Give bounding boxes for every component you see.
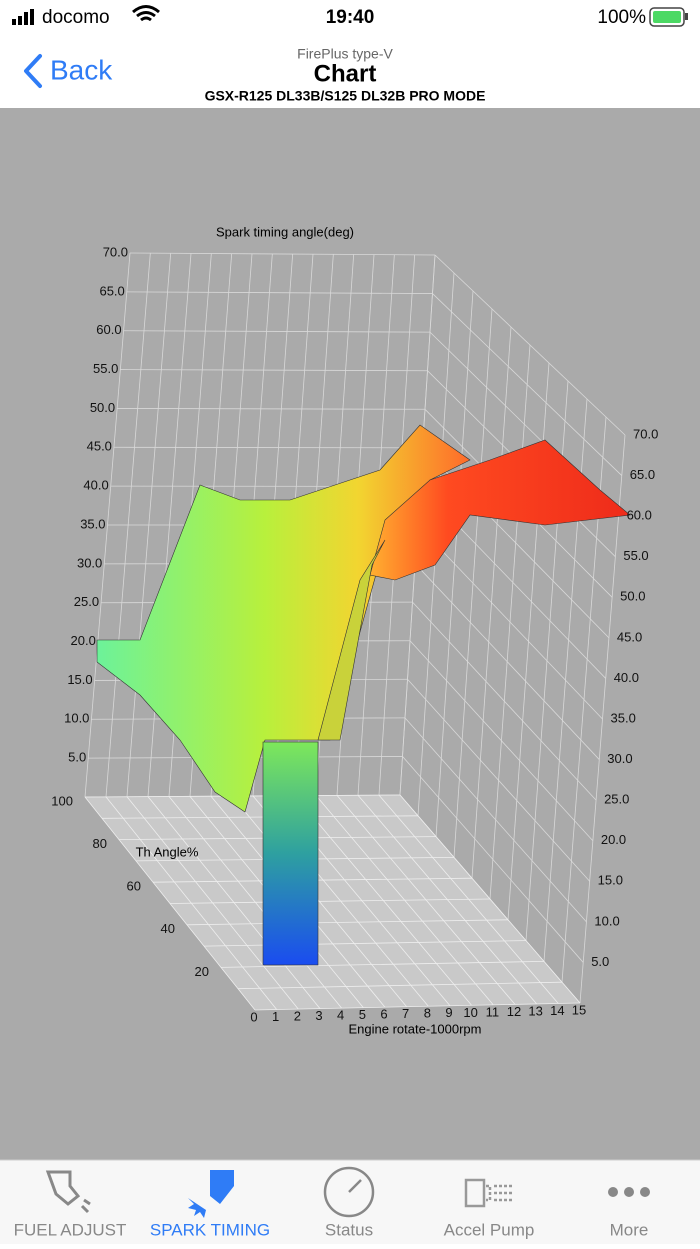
th-tick-label: 80 bbox=[93, 836, 107, 851]
rpm-tick-label: 2 bbox=[294, 1009, 301, 1024]
tab-label[interactable]: SPARK TIMING bbox=[150, 1220, 270, 1239]
z-tick-label: 30.0 bbox=[607, 751, 632, 766]
rpm-tick-label: 7 bbox=[402, 1006, 409, 1021]
z-tick-label: 50.0 bbox=[620, 589, 645, 604]
battery-level: 100% bbox=[597, 7, 646, 28]
rpm-tick-label: 4 bbox=[337, 1008, 344, 1023]
tab-label[interactable]: Status bbox=[325, 1220, 373, 1239]
rpm-tick-label: 6 bbox=[380, 1007, 387, 1022]
th-tick-label: 20 bbox=[195, 964, 209, 979]
z-tick-label: 55.0 bbox=[93, 361, 118, 376]
rpm-tick-label: 13 bbox=[528, 1003, 542, 1018]
z-tick-label: 55.0 bbox=[623, 548, 648, 563]
rpm-axis-label: Engine rotate-1000rpm bbox=[349, 1021, 482, 1036]
rpm-tick-label: 0 bbox=[250, 1009, 257, 1024]
rpm-tick-label: 15 bbox=[572, 1002, 586, 1017]
z-tick-label: 30.0 bbox=[77, 555, 102, 570]
clock: 19:40 bbox=[326, 7, 375, 28]
carrier: docomo bbox=[42, 7, 110, 28]
rpm-tick-label: 3 bbox=[315, 1008, 322, 1023]
rpm-tick-label: 14 bbox=[550, 1003, 564, 1018]
rpm-tick-label: 8 bbox=[424, 1006, 431, 1021]
th-tick-label: 60 bbox=[127, 879, 141, 894]
back-button[interactable]: Back bbox=[50, 54, 113, 85]
z-tick-label: 70.0 bbox=[633, 426, 658, 441]
z-tick-label: 70.0 bbox=[103, 244, 128, 259]
z-tick-label: 5.0 bbox=[68, 750, 86, 765]
z-tick-label: 60.0 bbox=[96, 322, 121, 337]
z-tick-label: 40.0 bbox=[614, 670, 639, 685]
more-icon bbox=[608, 1187, 650, 1197]
rpm-tick-label: 11 bbox=[486, 1004, 500, 1019]
nav-mode: GSX-R125 DL33B/S125 DL32B PRO MODE bbox=[205, 88, 486, 104]
z-tick-label: 35.0 bbox=[80, 516, 105, 531]
z-tick-label: 60.0 bbox=[627, 508, 652, 523]
th-tick-label: 40 bbox=[161, 921, 175, 936]
tab-label[interactable]: More bbox=[610, 1220, 649, 1239]
z-tick-label: 20.0 bbox=[601, 832, 626, 847]
z-tick-label: 25.0 bbox=[74, 594, 99, 609]
z-tick-label: 45.0 bbox=[87, 439, 112, 454]
z-tick-label: 10.0 bbox=[594, 913, 619, 928]
z-tick-label: 15.0 bbox=[598, 873, 623, 888]
rpm-tick-label: 9 bbox=[445, 1005, 452, 1020]
z-axis-label: Spark timing angle(deg) bbox=[216, 224, 354, 239]
th-axis-label: Th Angle% bbox=[136, 844, 199, 859]
z-tick-label: 25.0 bbox=[604, 792, 629, 807]
z-tick-label: 5.0 bbox=[591, 954, 609, 969]
tab-label[interactable]: Accel Pump bbox=[444, 1220, 535, 1239]
rpm-tick-label: 5 bbox=[359, 1007, 366, 1022]
tab-label[interactable]: FUEL ADJUST bbox=[14, 1220, 127, 1239]
z-tick-label: 40.0 bbox=[83, 478, 108, 493]
rpm-tick-label: 1 bbox=[272, 1009, 279, 1024]
z-tick-label: 65.0 bbox=[630, 467, 655, 482]
nav-subtitle: FirePlus type-V bbox=[297, 46, 393, 62]
z-tick-label: 35.0 bbox=[611, 710, 636, 725]
z-tick-label: 65.0 bbox=[99, 283, 124, 298]
z-tick-label: 50.0 bbox=[90, 400, 115, 415]
z-tick-label: 20.0 bbox=[71, 633, 96, 648]
z-tick-label: 10.0 bbox=[64, 711, 89, 726]
th-tick-label: 100 bbox=[51, 793, 73, 808]
rpm-tick-label: 12 bbox=[507, 1004, 521, 1019]
z-tick-label: 45.0 bbox=[617, 629, 642, 644]
z-tick-label: 15.0 bbox=[67, 672, 92, 687]
rpm-tick-label: 10 bbox=[463, 1005, 477, 1020]
nav-title: Chart bbox=[314, 60, 377, 87]
